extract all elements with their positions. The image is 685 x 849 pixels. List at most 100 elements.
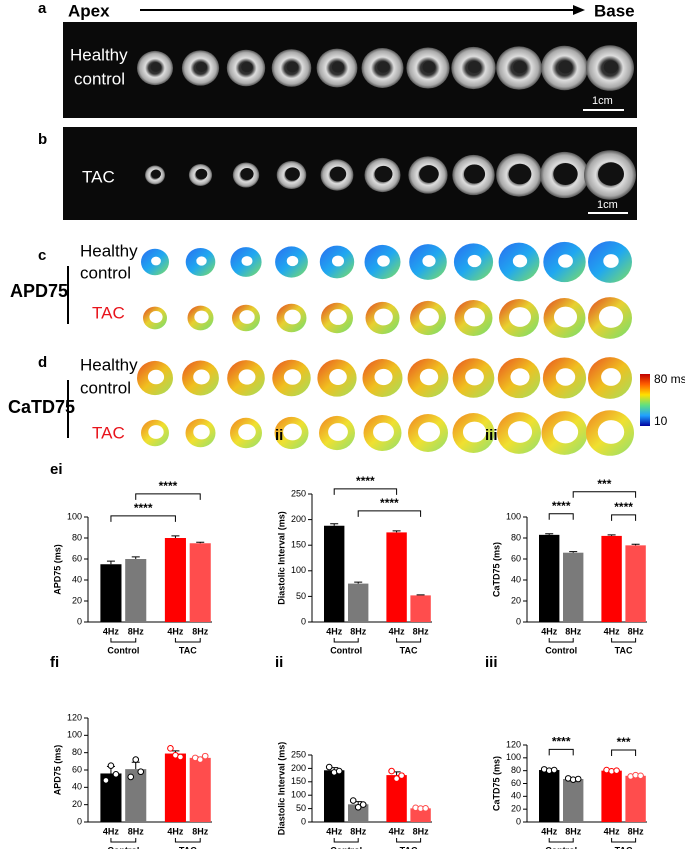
y-tick-label: 100 [291,790,306,800]
group-label: TAC [179,845,197,849]
significance-bracket [110,515,176,522]
slice-cavity [195,168,208,180]
y-tick-label: 80 [72,747,82,757]
y-tick-label: 20 [72,799,82,809]
x-tick-label: 8Hz [413,826,430,836]
group-bracket [110,638,137,643]
x-tick-label: 4Hz [604,826,621,836]
y-tick-label: 80 [511,532,521,542]
slice-cavity [512,254,528,268]
y-axis-label: APD75 (ms) [52,544,62,595]
x-tick-label: 4Hz [389,826,406,836]
slice-cavity [194,310,209,324]
bar [324,525,345,622]
bar [164,538,186,622]
group-bracket [174,638,201,643]
group-label: TAC [400,845,418,849]
y-tick-label: 40 [72,574,82,584]
significance-label: **** [380,496,399,510]
data-point [167,745,174,752]
panel-label: ei [50,461,63,478]
y-tick-label: 60 [511,778,521,788]
bar [601,535,622,622]
slice-cavity [419,368,439,386]
group-label: Control [107,645,139,655]
slice-cavity [283,369,302,385]
y-tick-label: 60 [511,553,521,563]
error-bar [196,541,205,544]
x-tick-label: 8Hz [192,826,209,836]
slice-cavity [285,167,300,181]
y-axis-label: Diastolic Interval (ms) [276,742,286,836]
slice-cavity [331,255,345,267]
slice-cavity [419,165,439,183]
row-label: control [74,69,125,88]
slice-cavity [422,61,436,73]
row-label: TAC [82,167,115,186]
bar [189,757,211,822]
group-label: TAC [615,845,633,849]
slice-cavity [239,310,255,324]
y-tick-label: 200 [291,763,306,773]
scale-label: 1cm [592,95,613,107]
panel-label: d [38,354,47,371]
data-point [201,752,209,760]
slice-cavity [597,420,625,444]
data-point [349,797,357,804]
slice-cavity [464,307,485,327]
significance-bracket [548,513,574,520]
bar [410,808,431,822]
panel-label: a [38,0,47,17]
y-tick-label: 0 [516,616,521,626]
data-point [613,767,620,774]
bar [164,753,186,822]
group-label: Control [545,845,577,849]
group-bracket [611,838,637,843]
x-tick-label: 8Hz [350,826,367,836]
data-point [574,775,582,783]
significance-bracket [548,748,574,756]
bar [348,583,369,622]
data-point [325,763,333,771]
y-tick-label: 40 [511,574,521,584]
y-tick-label: 60 [72,553,82,563]
x-tick-label: 4Hz [326,626,343,636]
row-label: control [80,378,131,397]
slice-cavity [422,255,436,267]
error-bar [416,594,425,596]
y-tick-label: 120 [67,712,82,722]
slice-cavity [373,422,394,442]
significance-bracket [333,488,398,495]
slice-cavity [418,422,440,442]
data-point [112,771,120,778]
x-tick-label: 4Hz [389,626,406,636]
y-tick-label: 20 [511,595,521,605]
x-tick-label: 8Hz [565,626,582,636]
significance-label: **** [159,479,178,493]
slice-cavity [329,369,347,385]
y-tick-label: 0 [516,816,521,826]
x-tick-label: 8Hz [628,826,645,836]
slice-cavity [419,308,439,326]
panel-label: ii [275,654,283,671]
y-axis-label: CaTD75 (ms) [491,756,501,811]
group-label: Control [330,645,362,655]
slice-cavity [196,256,207,266]
significance-label: **** [614,500,633,514]
x-tick-label: 4Hz [103,626,120,636]
slice-cavity [238,424,256,440]
error-bar [607,534,616,536]
slice-cavity [553,163,578,185]
significance-bracket [611,749,637,757]
slice-cavity [238,369,256,385]
y-axis-label: CaTD75 (ms) [491,542,501,597]
colorbar-min: 10 [654,414,668,428]
row-label: Healthy [80,355,138,374]
slice-cavity [147,369,165,385]
y-tick-label: 100 [291,565,306,575]
slice-cavity [465,368,484,386]
slice-cavity [150,62,162,72]
data-point [359,801,367,808]
slice-cavity [553,306,578,328]
data-point [354,803,362,811]
